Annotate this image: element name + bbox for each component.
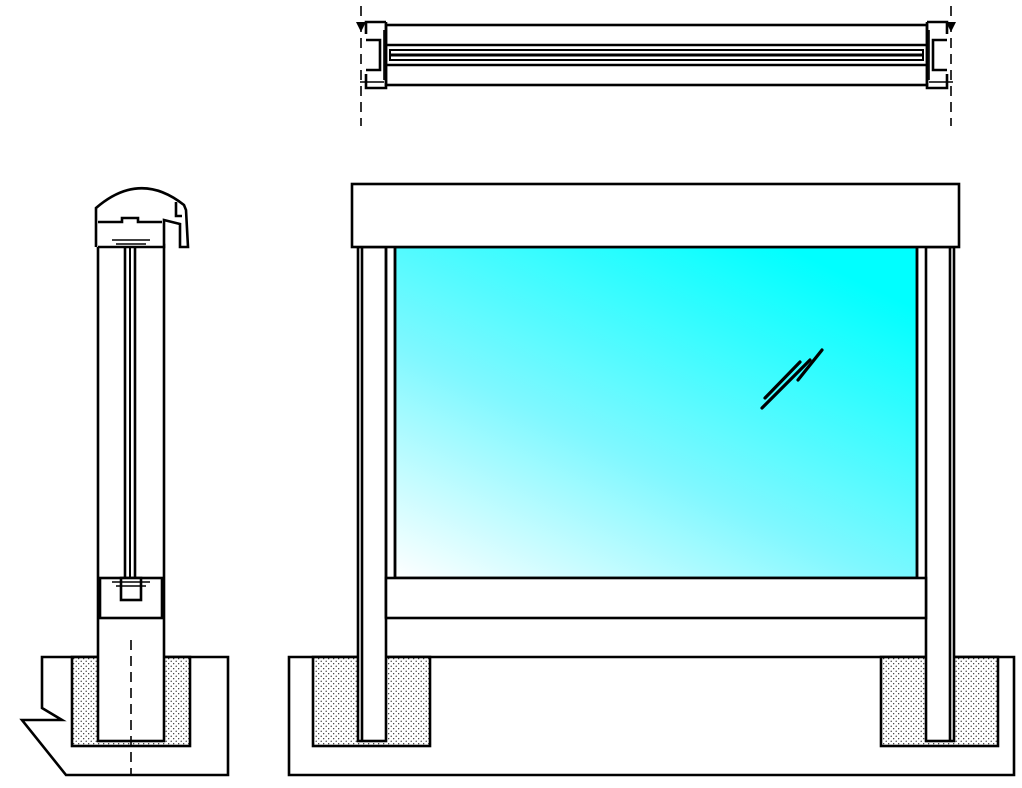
front-foundation [287,655,1016,777]
side-handrail-inner [98,202,182,224]
side-bottom-clamp [119,576,143,602]
front-glass-pane [393,245,919,580]
arrow-down-icon [356,22,366,32]
arrow-down-icon [946,22,956,32]
plan-view [356,6,956,126]
plan-post-right [925,20,949,90]
front-elevation-view [287,182,1016,777]
front-top-handrail [350,182,961,249]
glass-reflection-icon [760,348,824,410]
plan-post-left [364,20,388,90]
side-handrail-cap [94,186,190,249]
side-section-view [19,186,230,777]
side-foundation [19,655,230,777]
plan-post-left-detail [360,30,385,83]
plan-post-right-detail [928,30,953,83]
front-bottom-rail [384,576,928,620]
side-bottom-gasket [112,581,150,587]
side-handrail-gasket [112,239,150,245]
